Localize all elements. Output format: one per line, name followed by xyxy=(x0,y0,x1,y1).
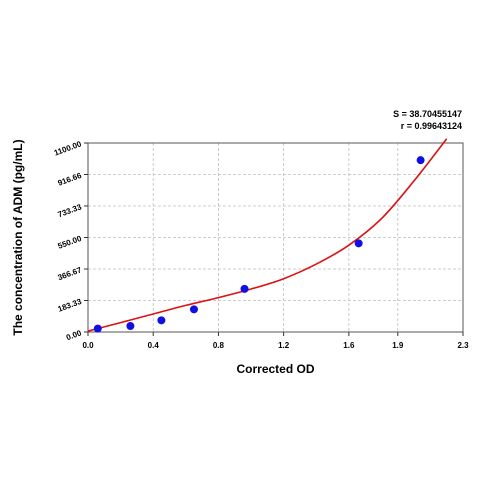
data-point xyxy=(240,284,249,293)
grid-lines xyxy=(88,143,463,332)
data-point xyxy=(189,305,198,314)
data-point xyxy=(126,321,135,330)
y-tick-label: 183.33 xyxy=(57,297,84,314)
data-point xyxy=(354,239,363,248)
x-tick-label: 0.0 xyxy=(82,341,94,350)
r-value: r = 0.99643124 xyxy=(400,121,462,131)
y-tick-label: 366.67 xyxy=(57,265,84,282)
y-tick-label: 916.66 xyxy=(57,171,84,188)
x-tick-label: 1.2 xyxy=(278,341,290,350)
data-point xyxy=(416,156,425,165)
x-axis-ticks: 0.0 0.4 0.8 1.2 1.6 1.9 2.3 xyxy=(82,332,469,350)
x-tick-label: 1.6 xyxy=(343,341,355,350)
x-axis-title: Corrected OD xyxy=(236,362,314,376)
x-tick-label: 0.8 xyxy=(213,341,225,350)
y-tick-label: 0.00 xyxy=(65,328,83,342)
fit-curve xyxy=(88,138,448,332)
s-value: S = 38.70455147 xyxy=(393,109,462,119)
y-axis-title: The concentration of ADM (pg/mL) xyxy=(11,139,25,335)
y-tick-label: 733.33 xyxy=(57,202,84,219)
data-points xyxy=(93,156,425,333)
x-tick-label: 0.4 xyxy=(148,341,160,350)
data-point xyxy=(93,324,102,333)
x-tick-label: 1.9 xyxy=(392,341,404,350)
fit-statistics: S = 38.70455147 r = 0.99643124 xyxy=(393,108,462,132)
y-tick-label: 550.00 xyxy=(57,234,84,251)
y-axis-ticks: 0.00 183.33 366.67 550.00 733.33 916.66 1100.0… xyxy=(53,139,88,342)
y-tick-label: 1100.00 xyxy=(53,139,83,157)
data-point xyxy=(157,316,166,325)
x-tick-label: 2.3 xyxy=(457,341,469,350)
